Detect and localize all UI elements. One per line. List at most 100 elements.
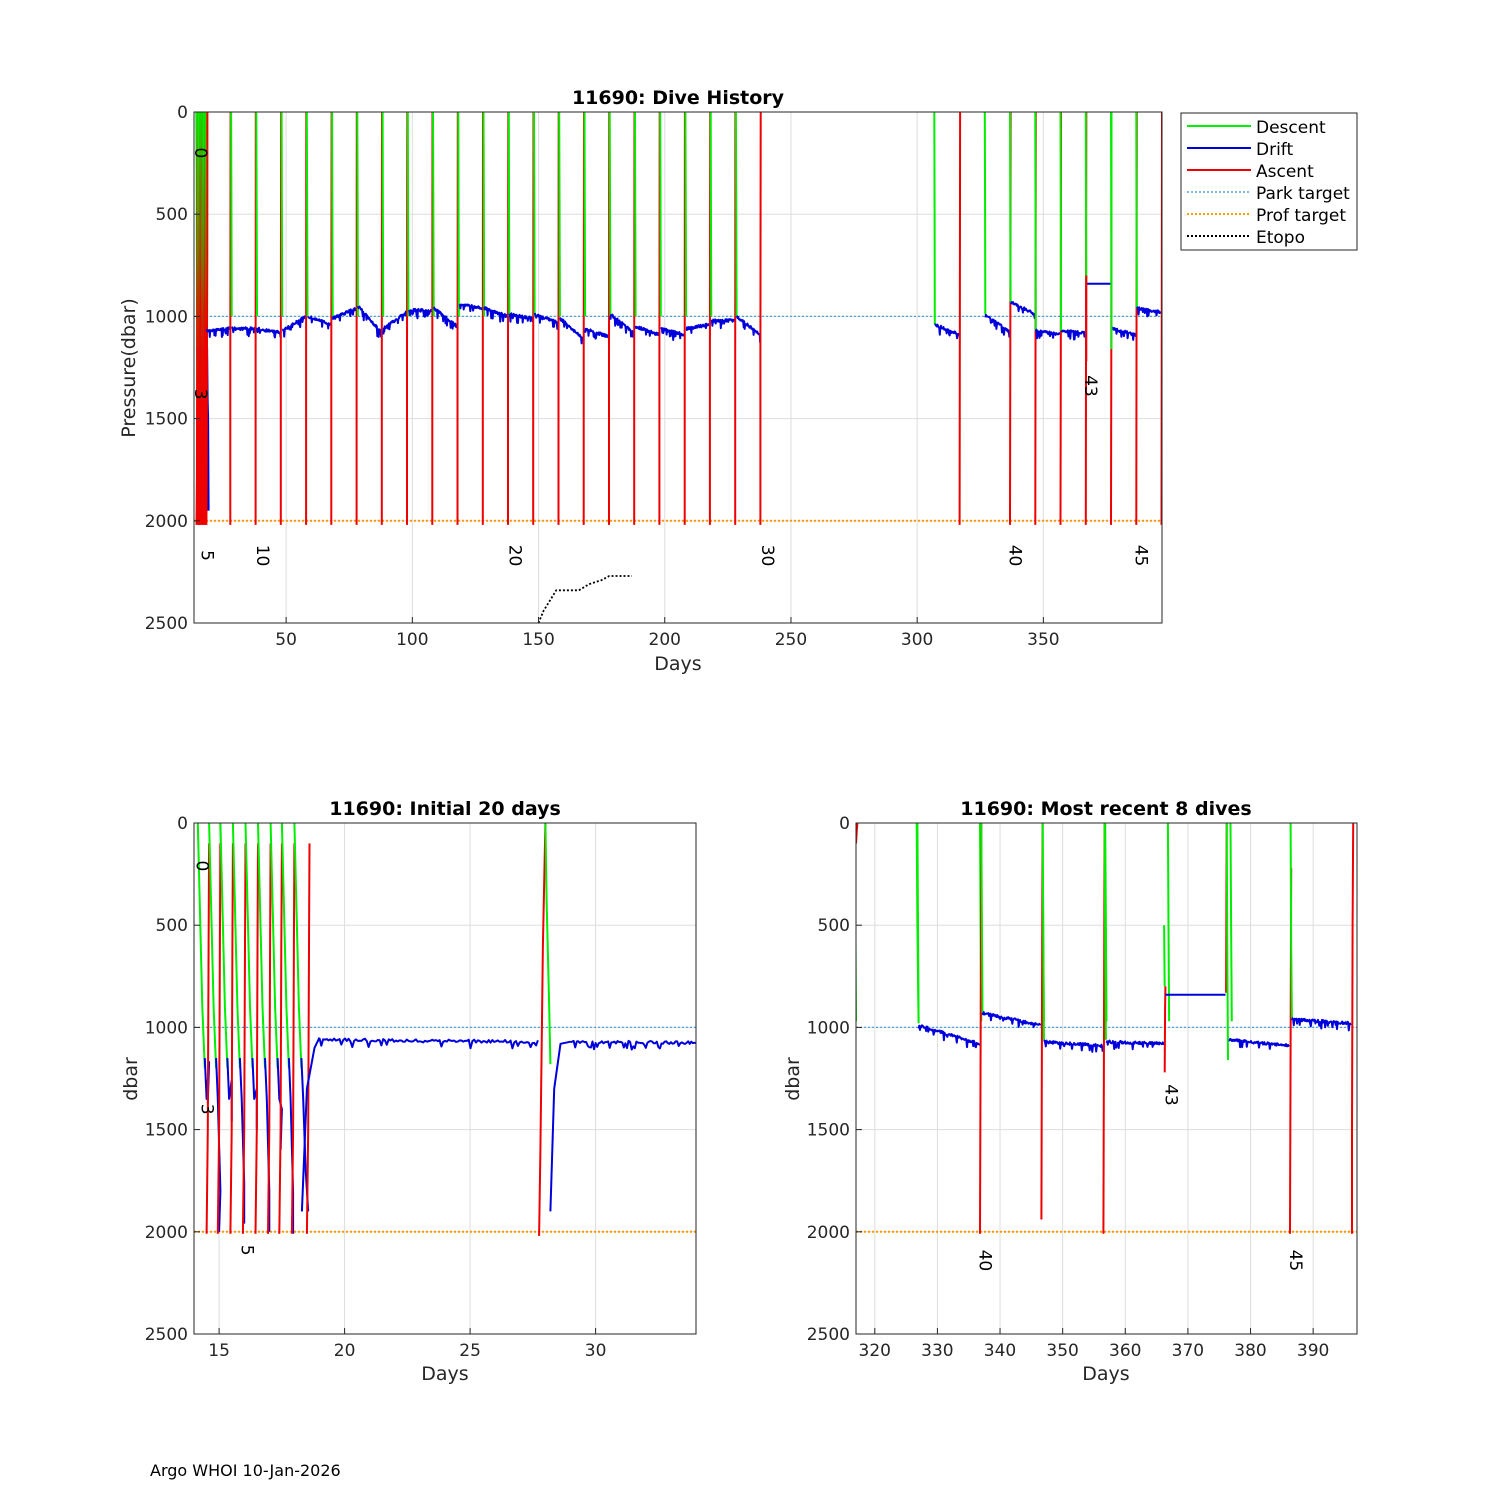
recent-descent-segment-26 <box>1289 823 1293 1020</box>
main-axes-box <box>193 111 1163 624</box>
recent-drift-segment-9 <box>917 1024 981 1049</box>
main-xtick-label-250: 250 <box>775 630 807 650</box>
recent-cycle-label-40: 40 <box>974 1250 994 1272</box>
initial-ytick-label-2500: 2500 <box>145 1325 188 1345</box>
initial-xtick-label-15: 15 <box>208 1341 230 1361</box>
recent-ytick-label-0: 0 <box>839 814 850 834</box>
initial-chart: 15 20 25 30 0 500 1000 1500 2000 2500 0 3 5 11690: … <box>120 798 697 1385</box>
main-drift-segment-96 <box>984 313 1011 338</box>
initial-series <box>194 823 696 1236</box>
recent-ytick-label-2500: 2500 <box>807 1325 850 1345</box>
recent-ticks: 320 330 340 350 360 370 380 390 0 500 1000 1500 2000… <box>807 814 1330 1361</box>
main-descent-segment-92 <box>933 112 936 325</box>
initial-xlabel: Days <box>421 1363 468 1385</box>
main-descent-segment-86 <box>709 112 713 317</box>
initial-title: 11690: Initial 20 days <box>329 798 561 820</box>
main-drift-segment-114 <box>1136 306 1162 318</box>
initial-descent-segment-12 <box>244 823 254 1069</box>
recent-drift-segment-15 <box>1043 1039 1104 1053</box>
recent-axes-box <box>855 822 1358 1335</box>
main-drift-segment-51 <box>407 307 433 320</box>
main-descent-segment-62 <box>507 112 511 317</box>
initial-xtick-label-25: 25 <box>459 1341 481 1361</box>
recent-chart: 320 330 340 350 360 370 380 390 0 500 1000 1500 2000… <box>782 798 1358 1385</box>
main-ytick-label-500: 500 <box>156 205 188 225</box>
initial-descent-segment-21 <box>280 823 290 1069</box>
main-drift-segment-27 <box>205 326 232 338</box>
recent-ylabel: dbar <box>782 1057 804 1101</box>
initial-ascent-segment-20 <box>278 843 283 1234</box>
main-drift-segment-63 <box>508 312 534 324</box>
legend-box <box>1180 112 1358 251</box>
initial-ascent-segment-17 <box>267 843 272 1234</box>
main-descent-segment-107 <box>1084 112 1088 284</box>
initial-cycle-label-0: 0 <box>192 860 212 871</box>
legend-label-park-target: Park target <box>1256 184 1350 204</box>
main-drift-segment-105 <box>1060 329 1087 341</box>
initial-drift-segment-31 <box>549 1040 571 1212</box>
initial-clipped-series <box>196 823 696 1236</box>
main-descent-segment-35 <box>280 112 284 317</box>
main-ytick-label-1000: 1000 <box>145 307 188 327</box>
main-drift-segment-39 <box>307 315 333 330</box>
main-cycle-label-30: 30 <box>757 545 777 567</box>
initial-cycle-label-5: 5 <box>237 1245 257 1256</box>
legend: Descent Drift Ascent Park target Prof ta… <box>1180 112 1358 251</box>
main-xtick-label-300: 300 <box>901 630 933 650</box>
main-drift-segment-69 <box>559 317 585 345</box>
main-title: 11690: Dive History <box>572 87 785 109</box>
main-descent-segment-101 <box>1034 112 1037 331</box>
main-descent-segment-47 <box>381 112 385 317</box>
initial-descent-segment-6 <box>219 823 229 1069</box>
initial-drift-segment-27 <box>300 1037 321 1212</box>
initial-ascent-segment-8 <box>229 843 234 1234</box>
main-ytick-label-1500: 1500 <box>145 410 188 430</box>
footer-credit: Argo WHOI 10-Jan-2026 <box>150 1461 341 1480</box>
initial-ytick-label-1000: 1000 <box>145 1018 188 1038</box>
main-drift-segment-78 <box>634 325 660 337</box>
main-ytick-label-2500: 2500 <box>145 614 188 634</box>
main-xtick-label-200: 200 <box>649 630 681 650</box>
recent-ytick-label-500: 500 <box>818 916 850 936</box>
initial-xtick-label-30: 30 <box>585 1341 607 1361</box>
initial-ascent-segment-26 <box>305 843 311 1234</box>
initial-ascent-segment-23 <box>290 843 296 1234</box>
main-descent-segment-80 <box>659 112 662 317</box>
recent-ytick-label-2000: 2000 <box>807 1223 850 1243</box>
main-descent-segment-29 <box>230 112 233 317</box>
main-cycle-label-0: 0 <box>190 147 210 158</box>
main-drift-segment-48 <box>382 310 408 335</box>
recent-xtick-label-320: 320 <box>859 1341 891 1361</box>
initial-ytick-label-2000: 2000 <box>145 1223 188 1243</box>
initial-ytick-label-0: 0 <box>177 814 188 834</box>
main-drift-segment-90 <box>735 315 762 343</box>
main-descent-segment-56 <box>457 112 460 317</box>
main-descent-segment-95 <box>983 112 987 315</box>
main-drift-segment-72 <box>584 327 610 340</box>
main-plot-area <box>194 112 1162 623</box>
recent-xtick-label-360: 360 <box>1109 1341 1141 1361</box>
initial-ascent-segment-11 <box>241 843 247 1234</box>
legend-label-prof-target: Prof target <box>1256 206 1346 226</box>
initial-descent-segment-15 <box>257 823 266 1069</box>
main-ylabel: Pressure(dbar) <box>118 298 140 438</box>
main-descent-segment-38 <box>305 112 309 317</box>
legend-label-ascent: Ascent <box>1256 162 1314 182</box>
recent-ytick-label-1500: 1500 <box>807 1121 850 1141</box>
main-xtick-label-100: 100 <box>396 630 428 650</box>
initial-ascent-segment-5 <box>216 843 222 1234</box>
initial-ytick-label-1500: 1500 <box>145 1121 188 1141</box>
initial-descent-segment-30 <box>544 823 552 1065</box>
initial-ascent-segment-14 <box>254 843 259 1234</box>
main-cycle-label-43: 43 <box>1080 375 1100 397</box>
main-drift-segment-54 <box>432 306 458 330</box>
main-descent-segment-77 <box>634 112 637 317</box>
initial-ascent-segment-29 <box>538 823 547 1236</box>
main-cycle-label-20: 20 <box>505 545 525 567</box>
main-descent-segment-53 <box>432 112 435 317</box>
main-drift-segment-42 <box>331 307 358 322</box>
recent-descent-segment-20 <box>1163 925 1166 987</box>
